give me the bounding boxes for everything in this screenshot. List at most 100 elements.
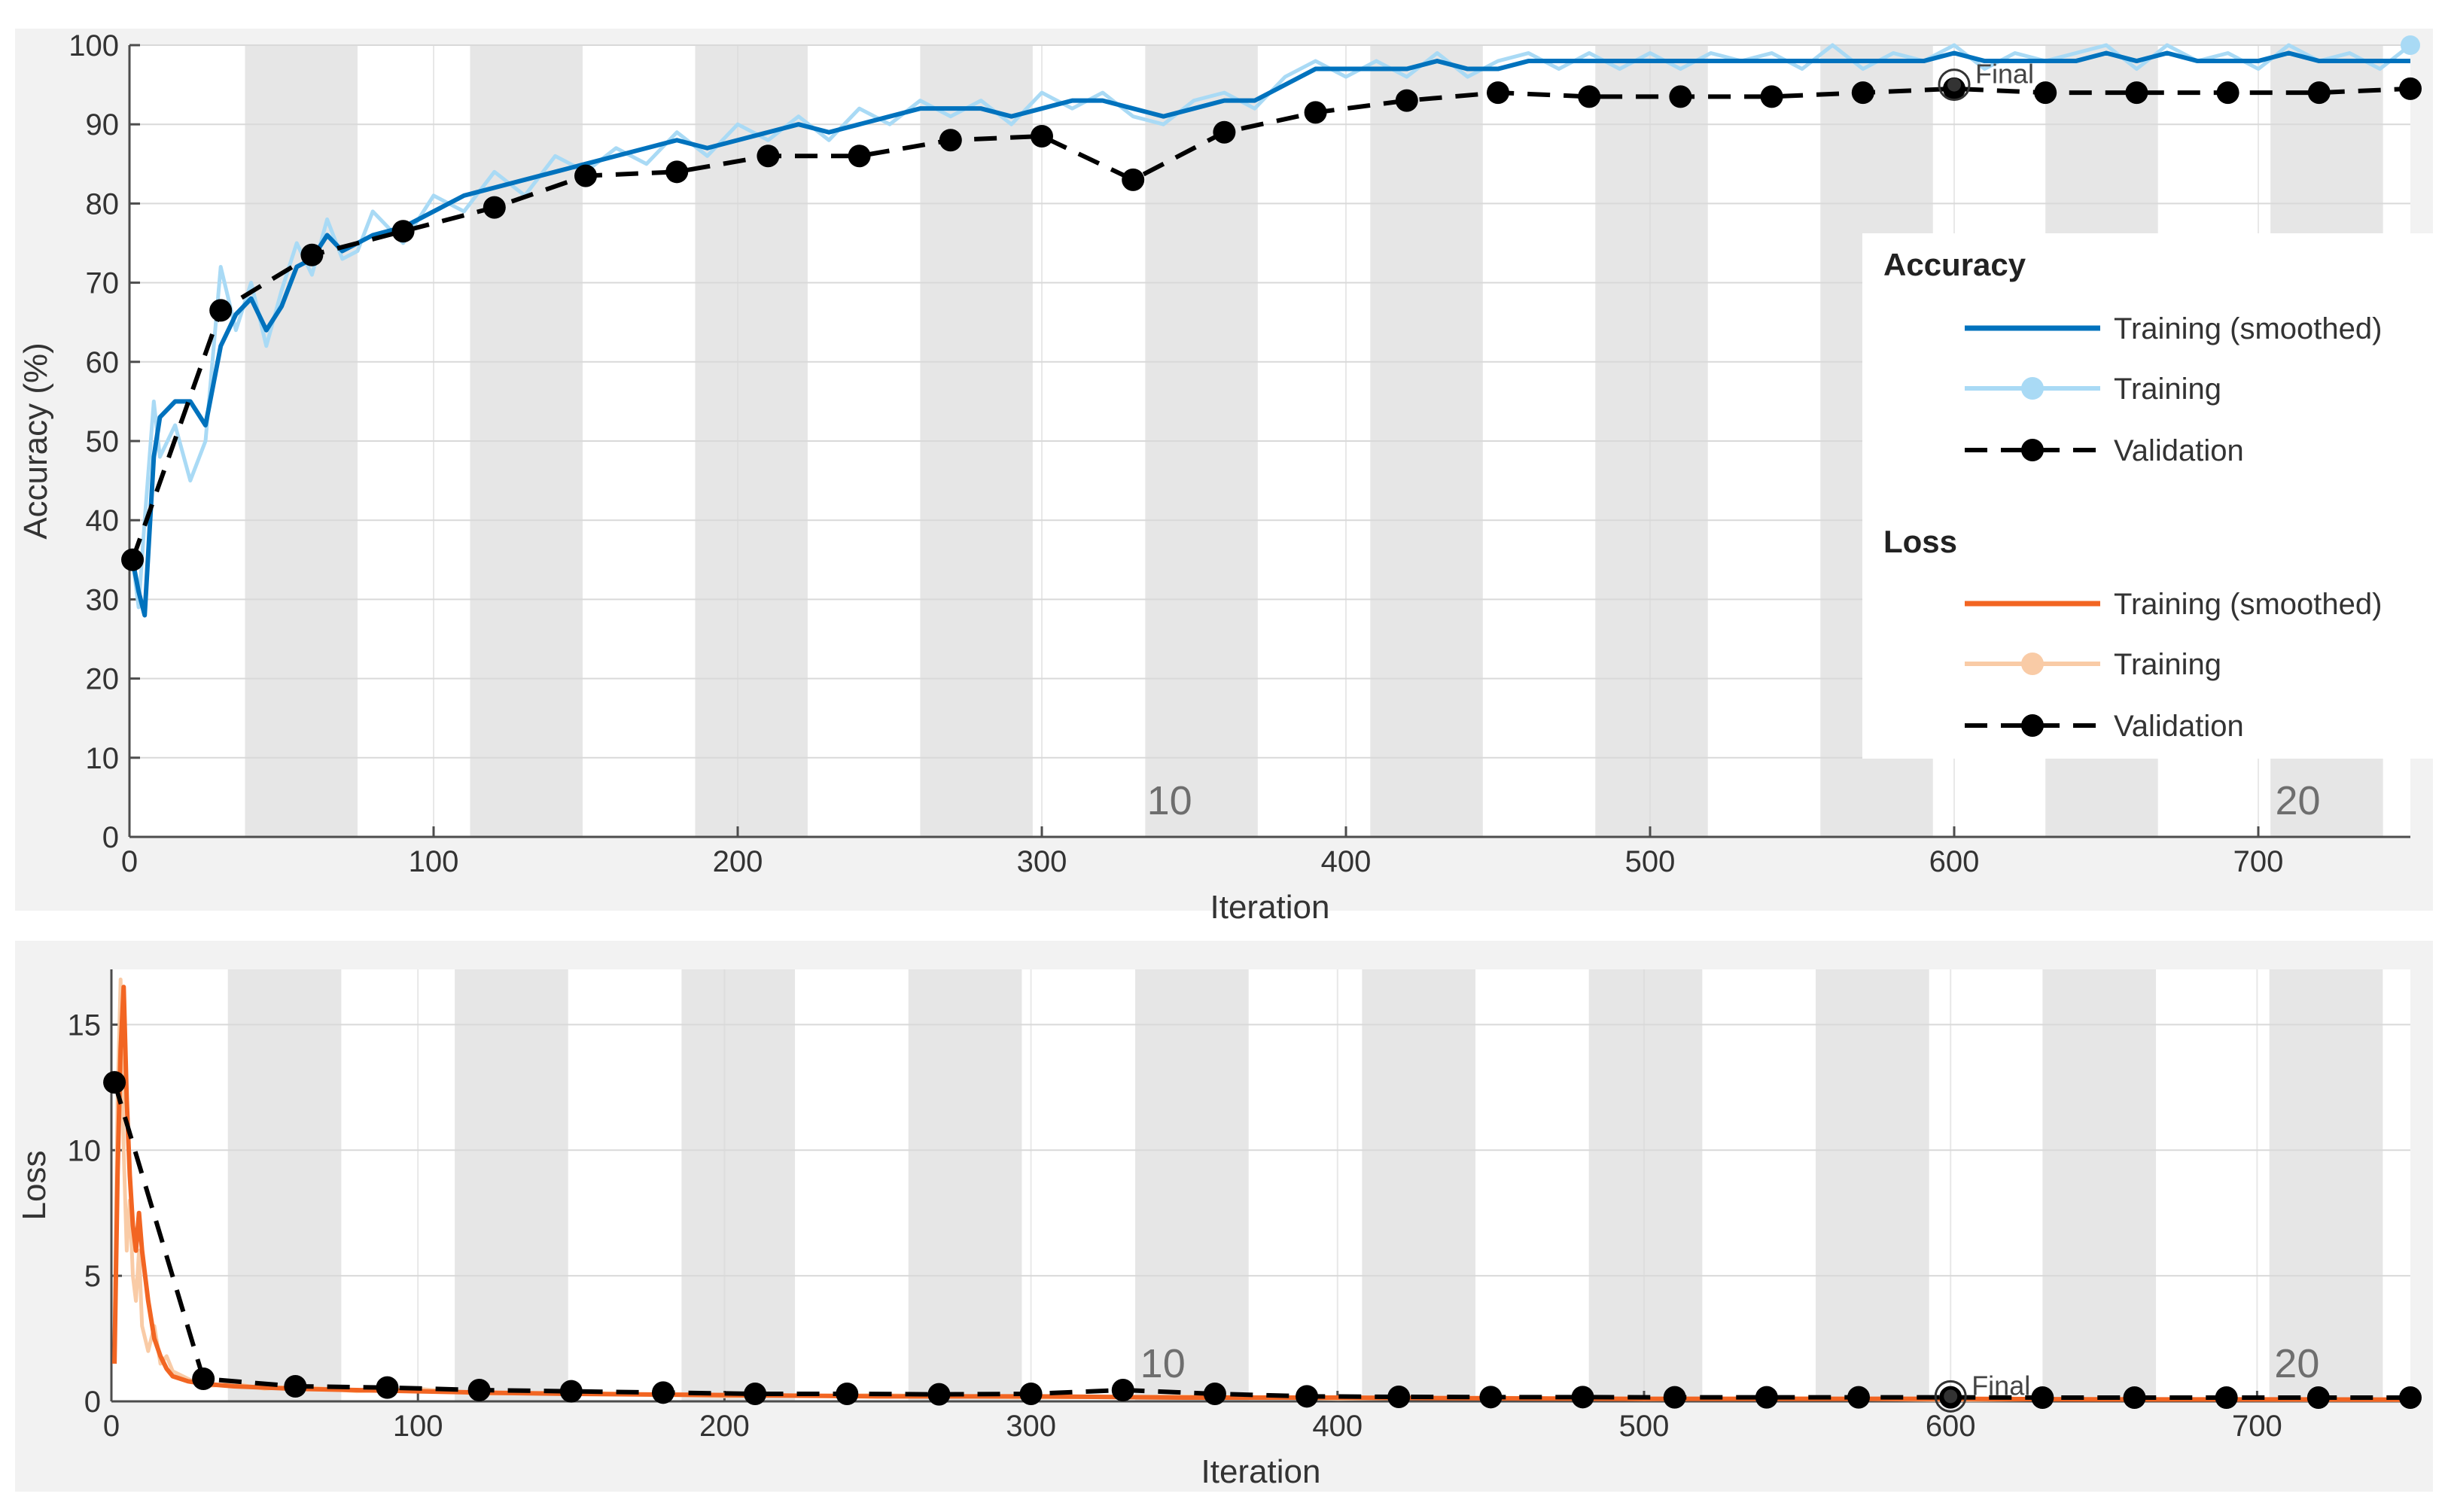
legend-label-loss-validation: Validation bbox=[2114, 710, 2244, 743]
legend-label-accuracy-validation: Validation bbox=[2114, 434, 2244, 467]
accuracy-validation-point bbox=[1213, 120, 1236, 144]
x-tick-label: 0 bbox=[103, 1410, 120, 1443]
y-tick-label: 30 bbox=[86, 583, 120, 616]
y-tick-label: 50 bbox=[86, 425, 120, 458]
epoch-label: 20 bbox=[2274, 1341, 2319, 1386]
x-tick-label: 0 bbox=[121, 845, 138, 878]
epoch-band bbox=[1362, 969, 1476, 1401]
loss-validation-point bbox=[651, 1381, 674, 1404]
y-tick-label: 90 bbox=[86, 108, 120, 141]
y-tick-label: 40 bbox=[86, 504, 120, 537]
accuracy-training-last-point bbox=[2401, 35, 2420, 55]
y-tick-label: 60 bbox=[86, 346, 120, 379]
epoch-band bbox=[455, 969, 568, 1401]
loss-validation-point bbox=[1111, 1378, 1134, 1401]
y-tick-label: 10 bbox=[68, 1134, 102, 1167]
accuracy-validation-point bbox=[483, 196, 506, 219]
legend-label-loss-training: Training bbox=[2114, 648, 2221, 681]
y-tick-label: 0 bbox=[102, 821, 119, 854]
loss-validation-point bbox=[1296, 1385, 1319, 1408]
accuracy-validation-point bbox=[1760, 85, 1783, 108]
legend-accuracy-title: Accuracy bbox=[1883, 247, 2026, 282]
accuracy-validation-point bbox=[2216, 81, 2239, 105]
accuracy-validation-point bbox=[1851, 81, 1874, 105]
loss-validation-point bbox=[1387, 1385, 1411, 1408]
accuracy-validation-point bbox=[2307, 81, 2331, 105]
loss-validation-line bbox=[112, 1082, 2410, 1400]
loss-validation-point bbox=[1571, 1386, 1594, 1409]
loss-validation-point bbox=[1203, 1382, 1226, 1405]
x-tick-label: 200 bbox=[699, 1410, 750, 1443]
x-tick-label: 200 bbox=[713, 845, 763, 878]
epoch-label: 10 bbox=[1140, 1341, 1186, 1386]
loss-axes: 0 100 200 300 400 500 600 700 0 5 10 15 Iteration Los… bbox=[16, 969, 2422, 1490]
accuracy-validation-point bbox=[665, 160, 689, 184]
x-tick-label: 300 bbox=[1017, 845, 1067, 878]
legend-label-accuracy-smoothed: Training (smoothed) bbox=[2114, 312, 2382, 345]
x-tick-label: 700 bbox=[2232, 1410, 2282, 1443]
loss-validation-point bbox=[1479, 1386, 1503, 1409]
loss-training-smoothed-line bbox=[112, 984, 2411, 1402]
legend-label-loss-smoothed: Training (smoothed) bbox=[2114, 588, 2382, 621]
loss-validation-point bbox=[192, 1367, 215, 1390]
y-tick-label: 15 bbox=[68, 1009, 102, 1042]
accuracy-validation-point bbox=[1487, 81, 1509, 105]
x-axis-label: Iteration bbox=[1210, 889, 1330, 926]
epoch-band bbox=[1588, 969, 1703, 1401]
accuracy-final-marker-dot bbox=[1947, 78, 1961, 92]
epoch-label: 20 bbox=[2275, 778, 2320, 823]
epoch-band bbox=[681, 969, 796, 1401]
y-axis-label: Accuracy (%) bbox=[17, 342, 54, 540]
accuracy-validation-point bbox=[1578, 85, 1601, 108]
x-tick-label: 100 bbox=[393, 1410, 443, 1443]
epoch-band bbox=[2269, 969, 2383, 1401]
loss-validation-point bbox=[559, 1380, 583, 1403]
x-tick-label: 100 bbox=[409, 845, 459, 878]
loss-validation-point bbox=[2123, 1386, 2146, 1409]
y-tick-label: 100 bbox=[69, 29, 119, 62]
legend-marker-loss-training bbox=[2021, 653, 2044, 675]
accuracy-validation-point bbox=[391, 220, 415, 243]
epoch-band bbox=[2042, 969, 2157, 1401]
accuracy-validation-point bbox=[1122, 168, 1145, 191]
y-tick-label: 70 bbox=[86, 267, 120, 300]
legend-loss-title: Loss bbox=[1883, 524, 1957, 559]
accuracy-validation-point bbox=[757, 145, 780, 168]
loss-final-marker-ring bbox=[1934, 1380, 1967, 1413]
loss-validation-point bbox=[284, 1374, 307, 1398]
accuracy-validation-point bbox=[1304, 101, 1327, 124]
loss-validation-point bbox=[467, 1378, 491, 1401]
y-tick-label: 80 bbox=[86, 187, 120, 221]
epoch-band bbox=[227, 969, 342, 1401]
accuracy-validation-point bbox=[848, 145, 871, 168]
x-tick-label: 600 bbox=[1926, 1410, 1976, 1443]
x-tick-label: 500 bbox=[1625, 845, 1676, 878]
accuracy-validation-point bbox=[2399, 77, 2422, 100]
epoch-band bbox=[1135, 969, 1249, 1401]
accuracy-validation-point bbox=[2034, 81, 2057, 105]
x-tick-label: 700 bbox=[2233, 845, 2284, 878]
legend-box bbox=[1862, 233, 2434, 759]
accuracy-final-label: Final bbox=[1975, 59, 2034, 90]
accuracy-validation-point bbox=[574, 164, 597, 187]
loss-validation-point bbox=[1847, 1386, 1871, 1409]
loss-validation-point bbox=[1755, 1386, 1778, 1409]
y-tick-label: 0 bbox=[84, 1386, 101, 1419]
epoch-label: 10 bbox=[1147, 778, 1192, 823]
loss-validation-point bbox=[2399, 1386, 2422, 1409]
legend-marker-accuracy-validation bbox=[2021, 439, 2044, 461]
accuracy-validation-point bbox=[1669, 85, 1692, 108]
loss-validation-point bbox=[927, 1383, 951, 1406]
accuracy-validation-point bbox=[939, 129, 962, 152]
accuracy-validation-point bbox=[209, 299, 233, 322]
y-tick-label: 5 bbox=[84, 1260, 101, 1293]
loss-validation-point bbox=[2306, 1386, 2330, 1409]
accuracy-validation-point bbox=[121, 548, 145, 571]
loss-validation-point bbox=[2031, 1386, 2054, 1409]
legend-label-accuracy-training: Training bbox=[2114, 373, 2221, 406]
accuracy-validation-point bbox=[1031, 124, 1053, 148]
accuracy-validation-point bbox=[2125, 81, 2148, 105]
loss-final-marker-dot bbox=[1944, 1389, 1958, 1404]
accuracy-validation-point bbox=[300, 243, 324, 266]
